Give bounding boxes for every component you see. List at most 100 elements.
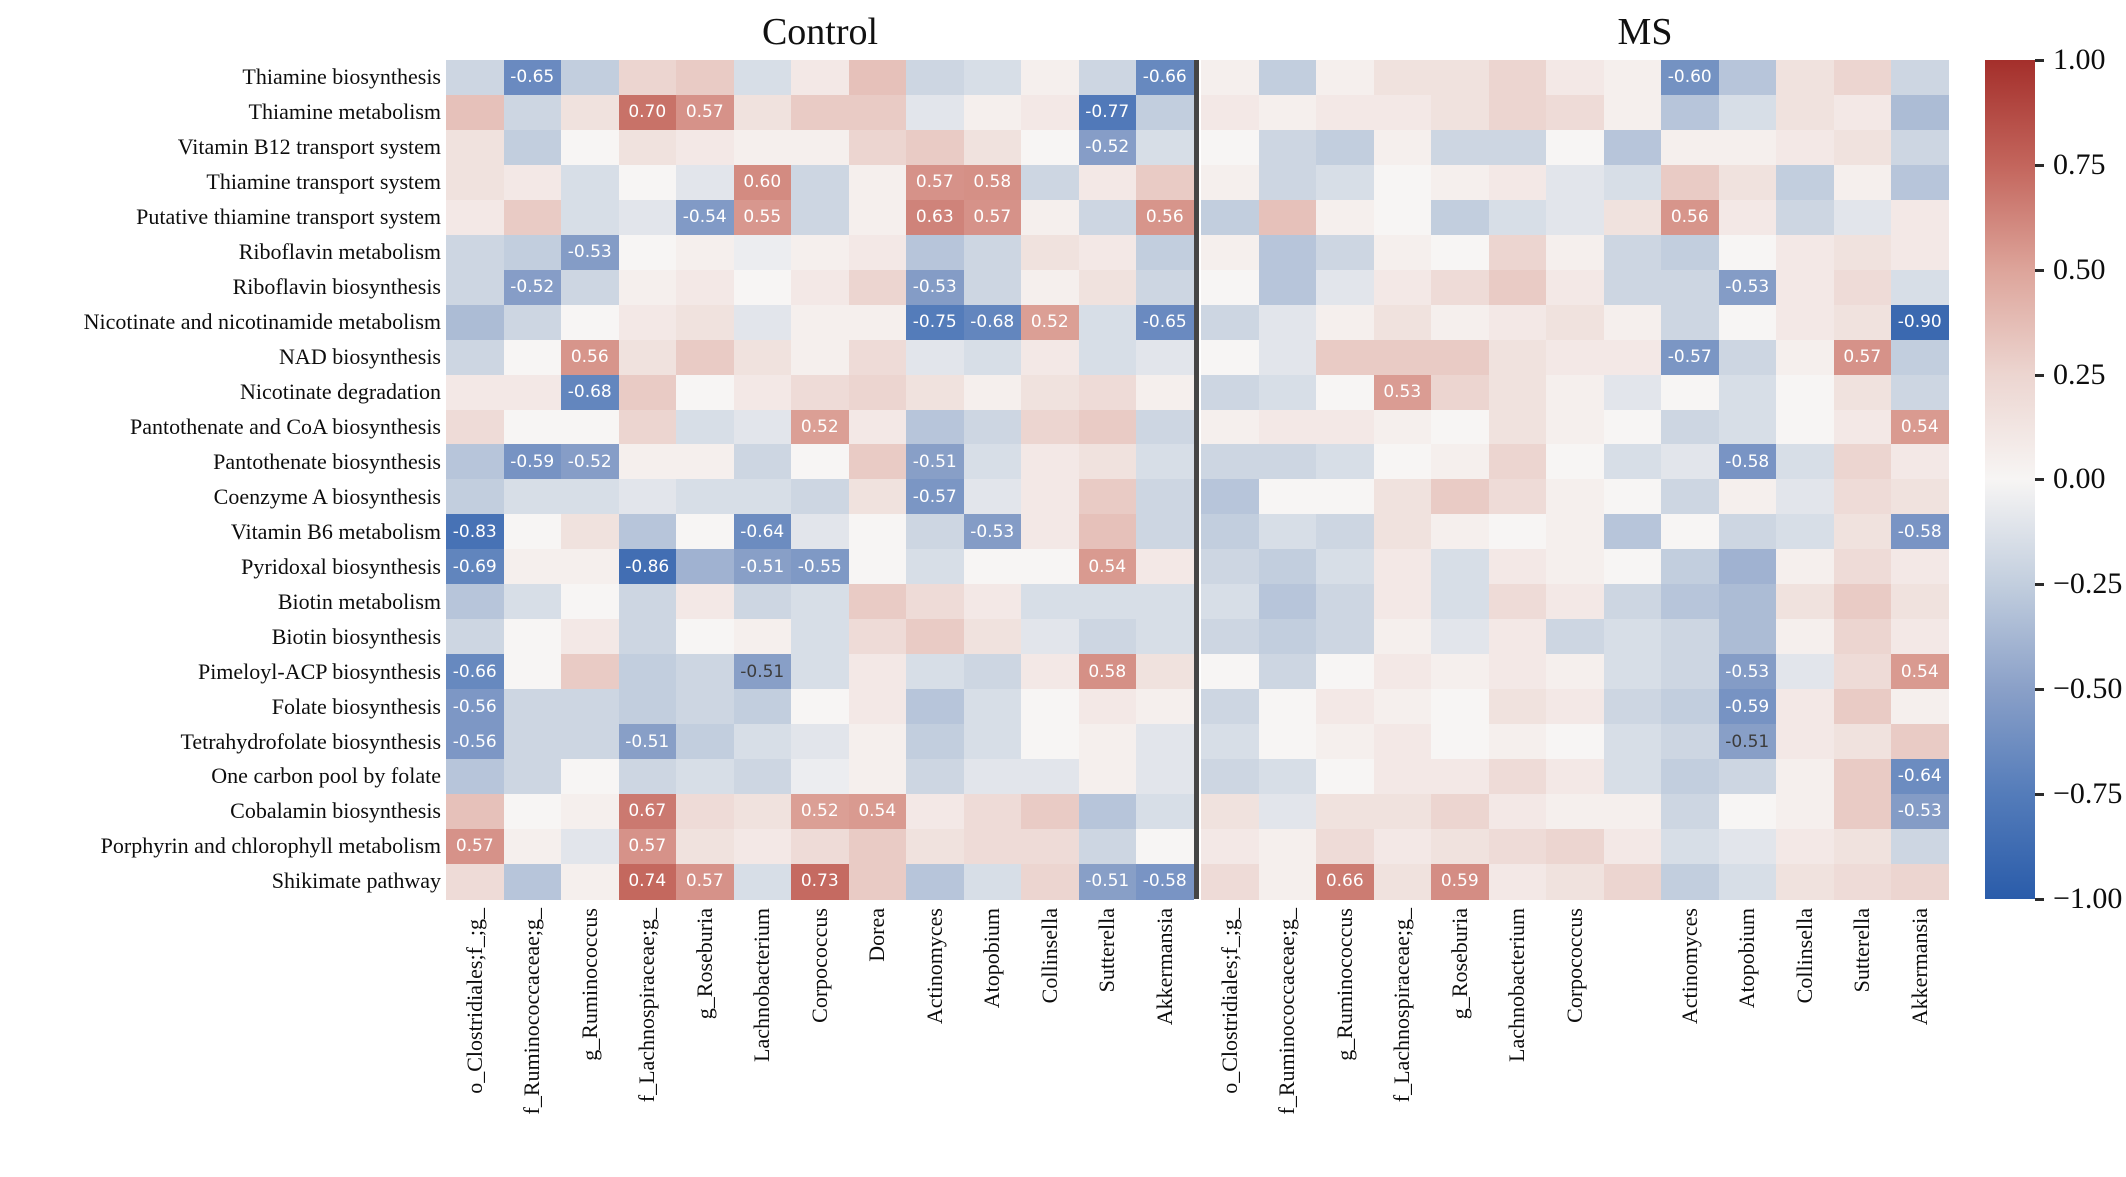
heatmap-cell <box>1078 514 1137 551</box>
heatmap-cell <box>1431 619 1490 655</box>
heatmap-cell <box>1431 654 1490 690</box>
heatmap-cell <box>963 654 1022 690</box>
heatmap-cell <box>1661 339 1720 376</box>
heatmap-cell <box>1021 60 1080 96</box>
heatmap-cell <box>1431 269 1490 306</box>
heatmap-cell <box>1891 619 1950 655</box>
heatmap-cell <box>561 584 620 620</box>
col-label: Akkermansia <box>1906 908 1932 1026</box>
heatmap-cell <box>848 724 907 760</box>
heatmap-cell <box>963 234 1022 271</box>
heatmap-cell <box>618 654 677 690</box>
heatmap-cell <box>1603 654 1662 690</box>
heatmap-cell <box>1546 479 1605 516</box>
heatmap-cell <box>1021 549 1080 586</box>
heatmap-cell <box>1776 863 1835 900</box>
heatmap-cell <box>1833 514 1892 551</box>
heatmap-cell <box>791 164 850 201</box>
heatmap-cell <box>1078 339 1137 376</box>
heatmap-cell <box>1021 304 1080 341</box>
heatmap-cell <box>1546 863 1605 900</box>
heatmap-cell <box>848 60 907 96</box>
heatmap-cell <box>1431 584 1490 620</box>
heatmap-cell <box>791 514 850 551</box>
heatmap-cell <box>1661 409 1720 446</box>
heatmap-cell <box>791 304 850 341</box>
row-label: Vitamin B6 metabolism <box>230 518 441 544</box>
heatmap-cell <box>1546 759 1605 795</box>
heatmap-cell <box>906 619 965 655</box>
heatmap-cell <box>1201 94 1260 131</box>
heatmap-cell <box>1316 234 1375 271</box>
heatmap-cell <box>1258 60 1317 96</box>
heatmap-cell <box>561 234 620 271</box>
heatmap-cell <box>1078 549 1137 586</box>
heatmap-cell <box>733 759 792 795</box>
heatmap-cell <box>503 654 562 690</box>
heatmap-cell <box>733 549 792 586</box>
col-label: Sutterella <box>1849 908 1875 993</box>
heatmap-cell <box>1661 619 1720 655</box>
heatmap-cell <box>1373 409 1432 446</box>
heatmap-cell <box>1373 863 1432 900</box>
heatmap-cell <box>1833 549 1892 586</box>
heatmap-cell <box>1431 689 1490 725</box>
heatmap-cell <box>791 479 850 516</box>
heatmap-cell <box>1661 828 1720 865</box>
heatmap-cell <box>1488 164 1547 201</box>
heatmap-cell <box>1201 689 1260 725</box>
heatmap-cell <box>1776 514 1835 551</box>
heatmap-cell <box>676 724 735 760</box>
heatmap-cell <box>1316 129 1375 166</box>
heatmap-cell <box>676 689 735 725</box>
heatmap-cell <box>733 793 792 830</box>
heatmap-cell <box>963 164 1022 201</box>
heatmap-cell <box>676 60 735 96</box>
row-label: Porphyrin and chlorophyll metabolism <box>100 833 441 859</box>
col-label: Akkermansia <box>1151 908 1177 1026</box>
heatmap-cell <box>676 374 735 411</box>
heatmap-cell <box>1718 94 1777 131</box>
row-label: Biotin biosynthesis <box>271 623 441 649</box>
heatmap-cell <box>1316 689 1375 725</box>
heatmap-cell <box>1718 828 1777 865</box>
col-label: f_Lachnospiraceae;g_ <box>634 908 660 1103</box>
heatmap-cell <box>618 304 677 341</box>
heatmap-cell <box>1603 793 1662 830</box>
colorbar-tick <box>2035 268 2044 272</box>
heatmap-cell <box>1488 339 1547 376</box>
heatmap-cell <box>1316 409 1375 446</box>
heatmap-cell <box>1021 199 1080 236</box>
heatmap-cell <box>1718 689 1777 725</box>
heatmap-cell <box>1776 759 1835 795</box>
colorbar-tick <box>2035 478 2044 482</box>
heatmap-cell <box>1078 759 1137 795</box>
heatmap-cell <box>1718 619 1777 655</box>
heatmap-cell <box>1021 793 1080 830</box>
heatmap-cell <box>618 164 677 201</box>
heatmap-cell <box>503 793 562 830</box>
heatmap-cell <box>1021 514 1080 551</box>
heatmap-cell <box>791 409 850 446</box>
heatmap-cell <box>1776 584 1835 620</box>
heatmap-cell <box>503 234 562 271</box>
heatmap-cell <box>618 689 677 725</box>
heatmap-cell <box>1833 199 1892 236</box>
row-label: Coenzyme A biosynthesis <box>213 483 441 509</box>
heatmap-cell <box>1021 374 1080 411</box>
heatmap-cell <box>1891 94 1950 131</box>
row-label: Biotin metabolism <box>277 588 441 614</box>
heatmap-cell <box>1431 863 1490 900</box>
heatmap-cell <box>618 129 677 166</box>
heatmap-cell <box>1373 619 1432 655</box>
heatmap-cell <box>446 479 505 516</box>
heatmap-cell <box>503 619 562 655</box>
heatmap-cell <box>963 479 1022 516</box>
heatmap-cell <box>1488 479 1547 516</box>
heatmap-cell <box>791 60 850 96</box>
heatmap-cell <box>676 514 735 551</box>
heatmap-cell <box>1258 863 1317 900</box>
heatmap-cell <box>906 549 965 586</box>
heatmap-cell <box>1661 479 1720 516</box>
heatmap-cell <box>1661 304 1720 341</box>
